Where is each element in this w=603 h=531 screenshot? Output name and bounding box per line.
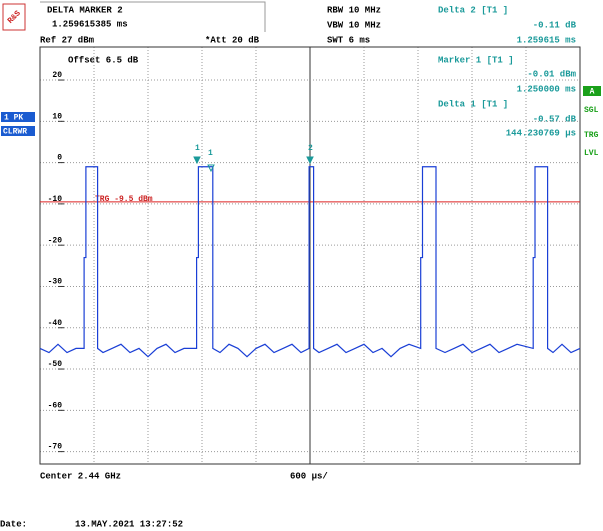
y-tick-label: 10 [52,112,62,121]
trace-mode: 1 PK [4,114,23,123]
status: SGL [584,106,599,115]
logo-text: R&S [6,9,23,26]
logo: R&S [2,3,26,31]
readout: -0.01 dBm [527,69,576,79]
rbw: RBW 10 MHz [327,5,381,15]
marker-label: 2 [308,144,313,153]
readout: Delta 1 [T1 ] [438,99,508,109]
readout: Marker 1 [T1 ] [438,55,514,65]
marker-label: 1 [195,144,200,153]
y-tick-label: -10 [48,195,63,204]
vbw: VBW 10 MHz [327,20,381,30]
date: 13.MAY.2021 13:27:52 [75,519,183,529]
y-tick-label: -70 [48,443,63,452]
readout: Delta 2 [T1 ] [438,5,508,15]
readout: 1.259615 ms [517,35,576,45]
y-tick-label: -30 [48,278,63,287]
swt: SWT 6 ms [327,35,370,45]
trigger-label: TRG -9.5 dBm [95,195,153,204]
center: Center 2.44 GHz [40,471,121,481]
status: TRG [584,131,599,140]
readout: 1.250000 ms [517,84,576,94]
trace-badge [1,126,35,136]
badge-text: A [590,88,595,97]
plot-frame [39,46,581,465]
logo-box [2,3,26,31]
marker-label: 1 [208,149,213,158]
badge [583,86,601,96]
readout: 144.230769 µs [506,128,576,138]
ref-level: Ref 27 dBm [40,35,95,45]
y-tick-label: 0 [57,154,62,163]
trace-badge [1,112,35,122]
y-tick-label: -40 [48,319,63,328]
attenuation: *Att 20 dB [205,35,260,45]
marker-value: 1.259615385 ms [52,19,128,29]
readout: -0.57 dB [533,114,577,124]
marker-symbol [306,156,314,165]
status: LVL [584,149,599,158]
trace [39,166,581,358]
y-tick-label: 20 [52,71,62,80]
offset: Offset 6.5 dB [68,55,139,65]
span: 600 µs/ [290,471,328,481]
marker-symbol [193,156,201,165]
header-box [40,1,266,32]
y-tick-label: -60 [48,401,63,410]
date-label: Date: [0,519,27,529]
trace-mode: CLRWR [3,128,27,137]
y-tick-label: -20 [48,236,63,245]
marker-title: DELTA MARKER 2 [47,5,123,15]
marker-symbol [207,164,215,173]
readout: -0.11 dB [533,20,577,30]
y-tick-label: -50 [48,360,63,369]
